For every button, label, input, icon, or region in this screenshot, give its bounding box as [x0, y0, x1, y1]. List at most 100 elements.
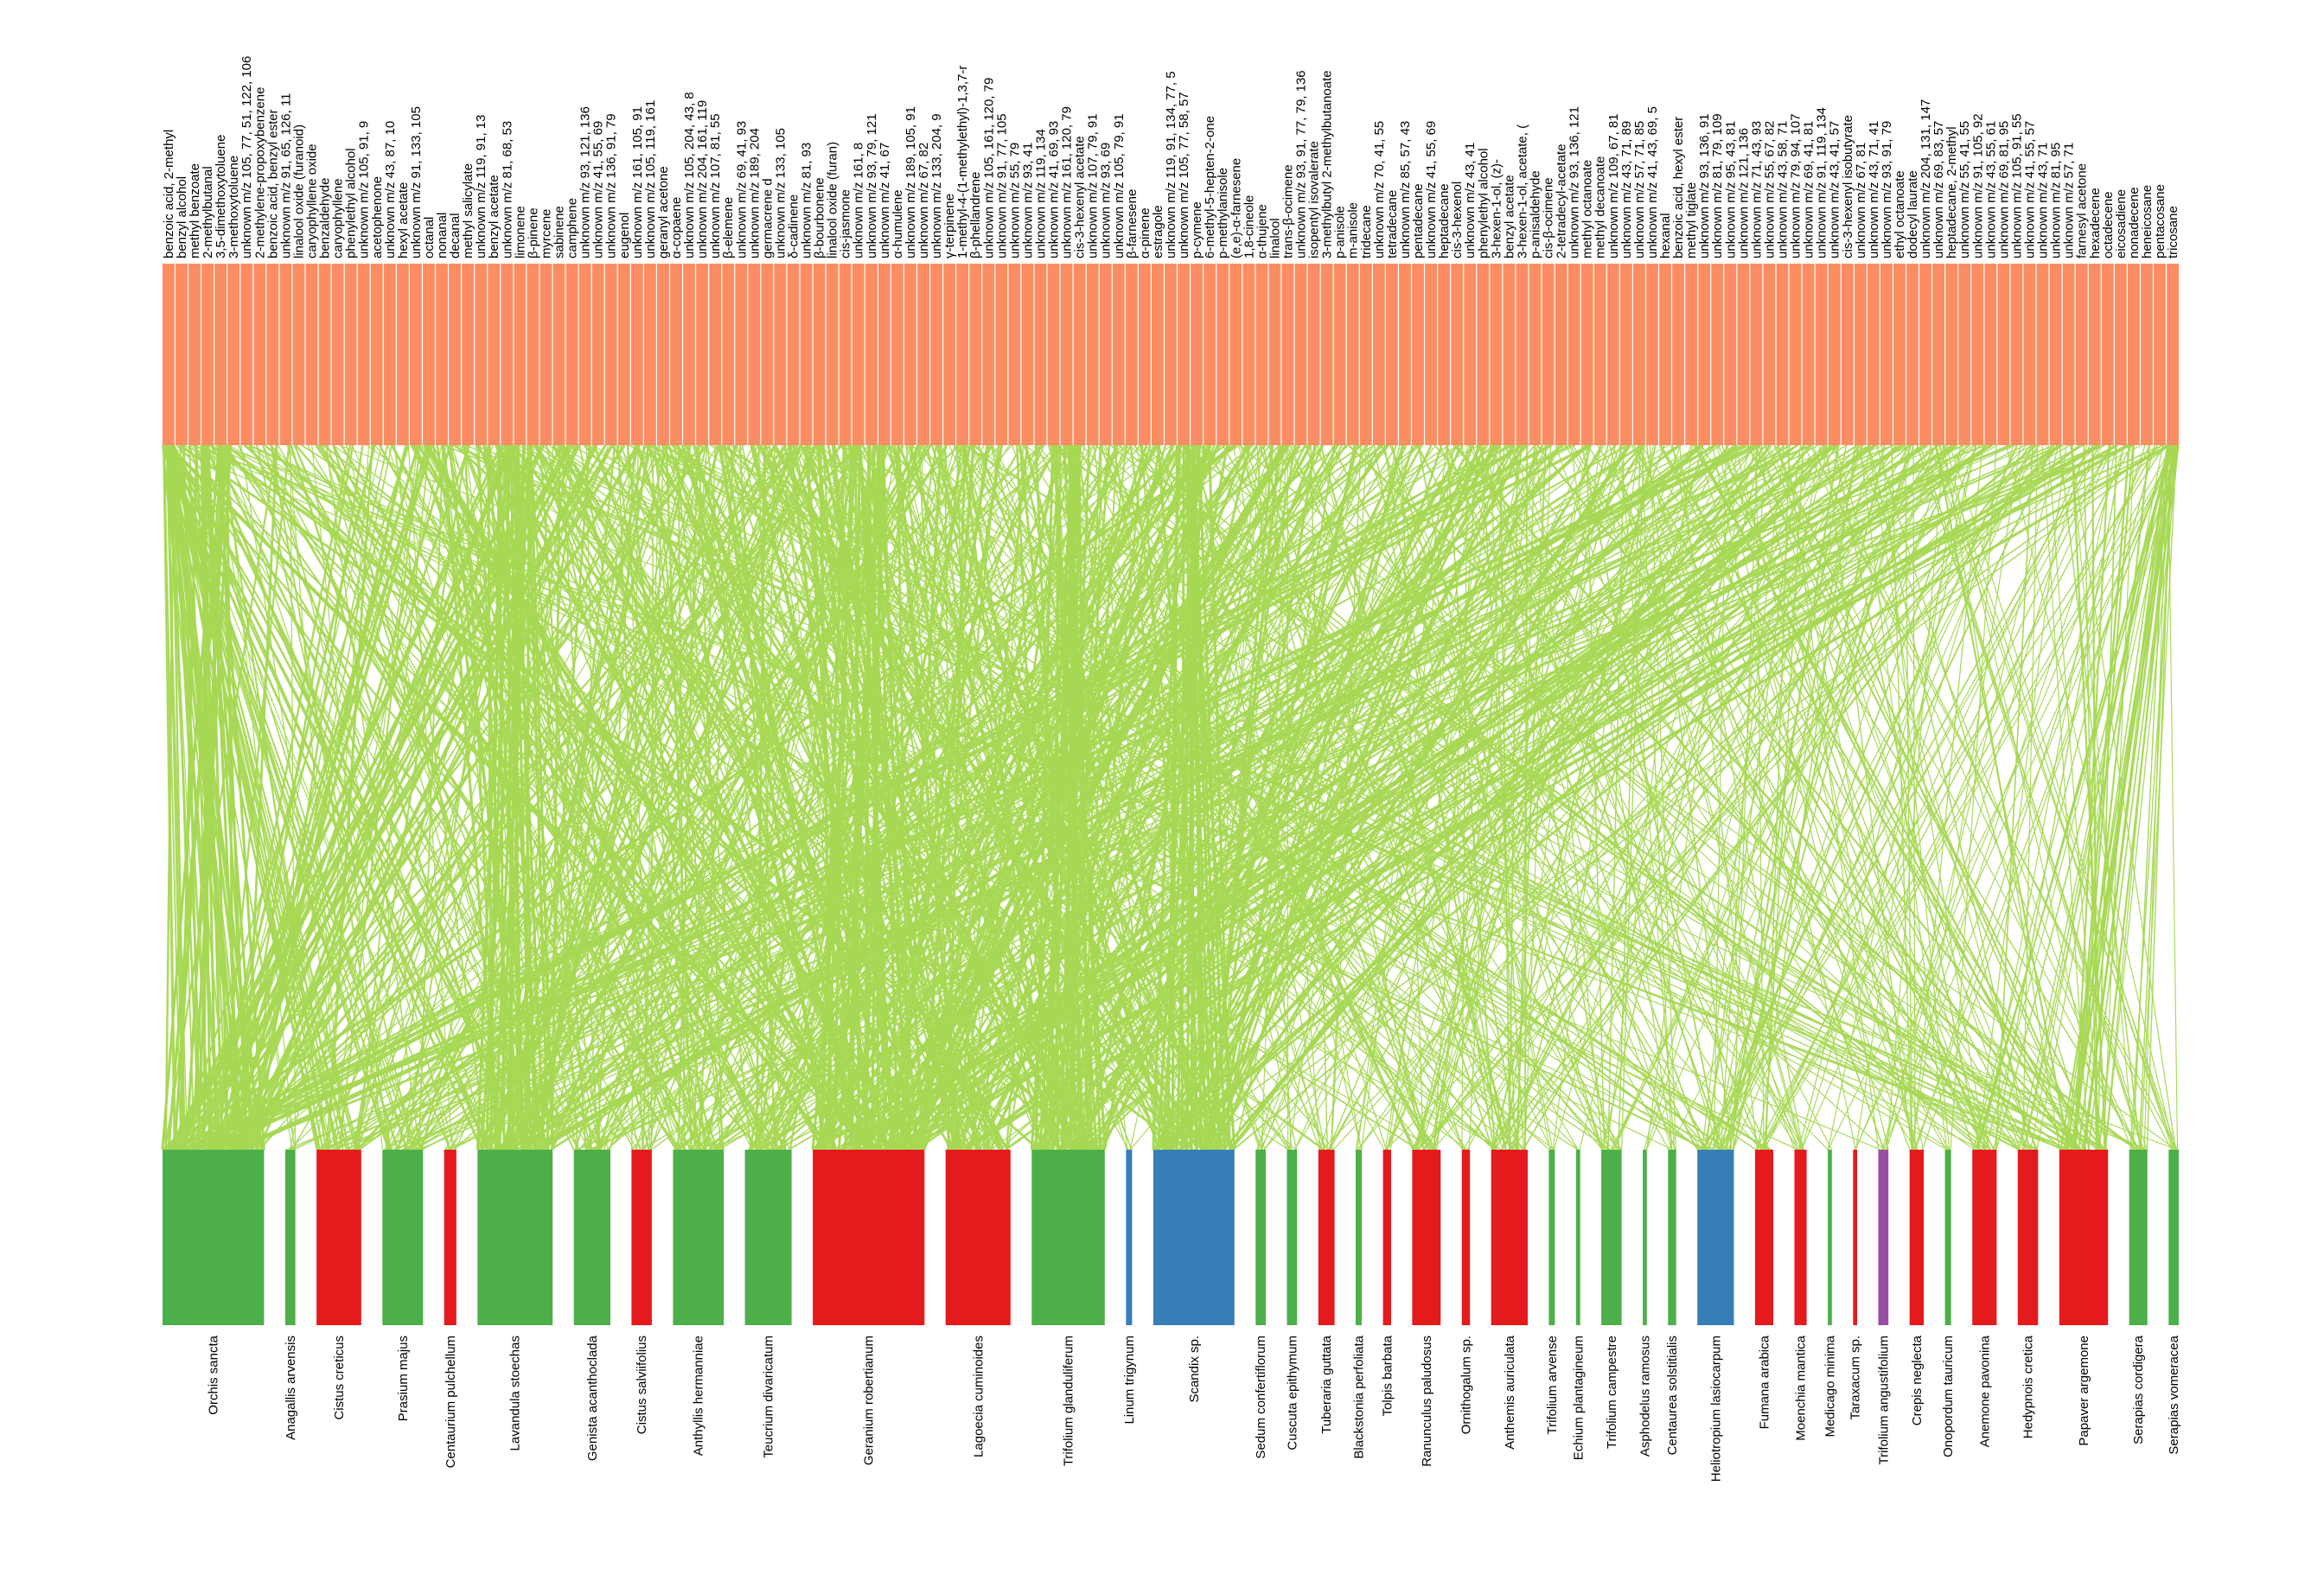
compound-label: methyl tiglate: [1684, 182, 1699, 258]
compound-bar: [2167, 264, 2179, 445]
interaction-link: [2091, 444, 2098, 1151]
compound-bar: [852, 264, 865, 445]
compound-bar: [1060, 264, 1073, 445]
interaction-link: [1911, 444, 2021, 1151]
interaction-link: [585, 444, 1770, 1151]
interaction-link: [1053, 444, 1098, 1151]
plant-bar: [1878, 1150, 1889, 1325]
compound-label: linalool oxide (furan): [826, 142, 840, 258]
compound-label: unknown m/z 119, 91, 13: [474, 115, 488, 259]
interaction-link: [2059, 444, 2142, 1151]
interaction-link: [511, 444, 1075, 1151]
interaction-link: [1259, 444, 1494, 1151]
compound-bar: [1229, 264, 1242, 445]
interaction-link: [548, 444, 1611, 1151]
interaction-link: [1154, 444, 1988, 1151]
compound-label: pentadecane: [1411, 183, 1426, 258]
compound-bar: [318, 264, 331, 445]
compound-label: p-anisaldehyde: [1529, 170, 1543, 258]
interaction-link: [848, 444, 1289, 1151]
interaction-link: [367, 444, 1325, 1151]
compound-label: p-anisole: [1333, 206, 1348, 258]
compound-bar: [917, 264, 929, 445]
plant-bar: [2017, 1150, 2039, 1325]
interaction-link: [700, 444, 1515, 1151]
interaction-link: [390, 444, 769, 1151]
compound-label: hexadecene: [2088, 188, 2103, 258]
plant-bar: [316, 1150, 361, 1325]
interaction-link: [1765, 444, 1791, 1151]
interaction-link: [2143, 444, 2168, 1151]
compound-label: unknown m/z 105, 79, 91: [1112, 113, 1127, 258]
compound-label: unknown m/z 41, 67: [878, 143, 892, 258]
interaction-link: [559, 444, 1704, 1151]
interaction-link: [1034, 444, 1434, 1151]
compound-label: cis-3-hexenyl isobutyrate: [1841, 115, 1855, 258]
interaction-link: [660, 444, 2147, 1151]
interaction-link: [1065, 444, 2038, 1151]
compound-bar: [1529, 264, 1542, 445]
compound-label: acetophenone: [370, 176, 385, 258]
compound-bar: [943, 264, 956, 445]
compound-bar: [266, 264, 279, 445]
compound-label: phenylethyl alcohol: [344, 148, 359, 258]
interaction-link: [444, 444, 2082, 1151]
interaction-link: [1180, 444, 2137, 1151]
compound-label: unknown m/z 41, 43, 69, 5: [1645, 106, 1660, 258]
plant-bar: [1286, 1150, 1298, 1325]
compound-label: β-phellandrene: [968, 172, 983, 258]
compound-bar: [2062, 264, 2075, 445]
compound-bar: [1099, 264, 1112, 445]
interaction-link: [1293, 444, 1714, 1151]
interaction-link: [211, 444, 336, 1151]
interaction-link: [407, 444, 453, 1151]
plant-label: Hedypnois cretica: [2021, 1335, 2036, 1438]
interaction-link: [820, 444, 964, 1151]
compound-label: myrcene: [540, 208, 554, 258]
interaction-link: [356, 444, 610, 1151]
interaction-link: [1081, 444, 1710, 1151]
compound-bar: [1802, 264, 1815, 445]
interaction-link: [168, 444, 871, 1151]
compound-label: unknown m/z 93, 136, 121: [1567, 106, 1582, 258]
interaction-link: [458, 444, 1469, 1151]
compound-bar: [188, 264, 201, 445]
interaction-link: [1765, 444, 2085, 1151]
interaction-link: [1200, 444, 1703, 1151]
compound-label: unknown m/z 105, 77, 58, 57: [1177, 92, 1191, 258]
compound-bar: [878, 264, 891, 445]
compound-label: unknown m/z 81, 79, 109: [1710, 113, 1725, 258]
compound-bar: [1567, 264, 1580, 445]
compound-bar: [2114, 264, 2127, 445]
compound-bars: [163, 264, 2179, 445]
compound-bar: [1008, 264, 1021, 445]
compound-bar: [1854, 264, 1867, 445]
interaction-link: [1269, 444, 1320, 1151]
interaction-link: [1703, 444, 1821, 1151]
plant-label: Fumana arabica: [1758, 1335, 1772, 1429]
interaction-link: [918, 444, 1621, 1151]
compound-bar: [1672, 264, 1684, 445]
compound-label: unknown m/z 121, 136: [1736, 128, 1751, 258]
interaction-link: [592, 444, 1555, 1151]
interaction-link: [851, 444, 861, 1151]
interaction-link: [974, 444, 1608, 1151]
interaction-link: [224, 444, 706, 1151]
plant-label: Anemone pavonina: [1977, 1335, 1992, 1447]
interaction-link: [763, 444, 2025, 1151]
interaction-link: [1047, 444, 1073, 1151]
interaction-link: [1416, 444, 1609, 1151]
compound-label: sabinene: [552, 206, 567, 258]
compound-label: 6-methyl-5-hepten-2-one: [1203, 116, 1217, 258]
interaction-link: [1044, 444, 1127, 1151]
interaction-link: [426, 444, 869, 1151]
compound-bar: [279, 264, 292, 445]
compound-label: unknown m/z 136, 91, 79: [604, 113, 619, 258]
interaction-link: [1695, 444, 2068, 1151]
compound-bar: [1451, 264, 1464, 445]
compound-label: unknown m/z 41, 55, 69: [1424, 121, 1439, 258]
compound-bar: [423, 264, 435, 445]
interaction-link: [1565, 444, 1950, 1151]
interaction-link: [819, 444, 1184, 1151]
